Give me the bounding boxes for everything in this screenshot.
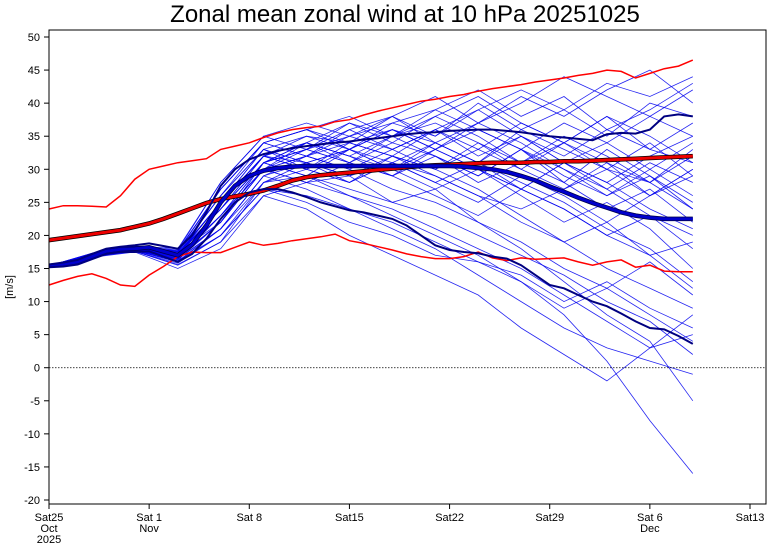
x-tick-label: Sat 8 — [236, 512, 262, 524]
chart-title: Zonal mean zonal wind at 10 hPa 20251025 — [170, 1, 640, 28]
climatology-mean-line — [48, 154, 693, 242]
x-tick-label: Sat22 — [435, 512, 464, 524]
x-tick-label: Dec — [640, 523, 660, 535]
y-tick-label: 10 — [28, 297, 40, 309]
y-tick-label: 45 — [28, 65, 40, 77]
y-tick-label: -5 — [30, 396, 40, 408]
plot-frame — [48, 29, 767, 505]
y-tick-label: -15 — [24, 462, 40, 474]
y-tick-label: -20 — [24, 495, 40, 507]
x-tick-label: Sat29 — [535, 512, 564, 524]
ensemble-members — [48, 69, 694, 474]
y-tick-label: 40 — [28, 98, 40, 110]
ensemble-member-line — [48, 168, 694, 342]
y-axis-label: [m/s] — [4, 275, 16, 299]
y-tick-label: 35 — [28, 131, 40, 143]
ensemble-member-line — [48, 175, 694, 296]
x-tick-label: Sat15 — [335, 512, 364, 524]
ensemble-lower-line — [48, 188, 694, 345]
ensemble-member-line — [48, 96, 694, 267]
x-tick-label: 2025 — [37, 534, 61, 546]
x-tick-label: Sat 6 — [637, 512, 663, 524]
y-tick-label: 0 — [34, 363, 40, 375]
y-tick-label: 15 — [28, 264, 40, 276]
x-tick-label: Nov — [139, 523, 159, 535]
ensemble-upper-line — [48, 113, 693, 266]
summary-lines — [48, 59, 694, 345]
climatology-max-line — [48, 59, 694, 210]
y-tick-label: 30 — [28, 164, 40, 176]
x-tick-label: Sat13 — [736, 512, 765, 524]
y-tick-label: -10 — [24, 429, 40, 441]
y-tick-label: 25 — [28, 197, 40, 209]
climatology-min-line — [48, 233, 693, 288]
ensemble-member-line — [48, 142, 694, 283]
x-tick-label: Oct — [40, 523, 57, 535]
x-tick-label: Sat25 — [35, 512, 64, 524]
y-tick-label: 20 — [28, 230, 40, 242]
x-tick-label: Sat 1 — [136, 512, 162, 524]
y-tick-label: 50 — [28, 32, 40, 44]
ensemble-mean-line — [48, 164, 693, 268]
ensemble-member-line — [48, 188, 693, 329]
ensemble-member-line — [48, 188, 694, 474]
y-tick-label: 5 — [34, 330, 40, 342]
